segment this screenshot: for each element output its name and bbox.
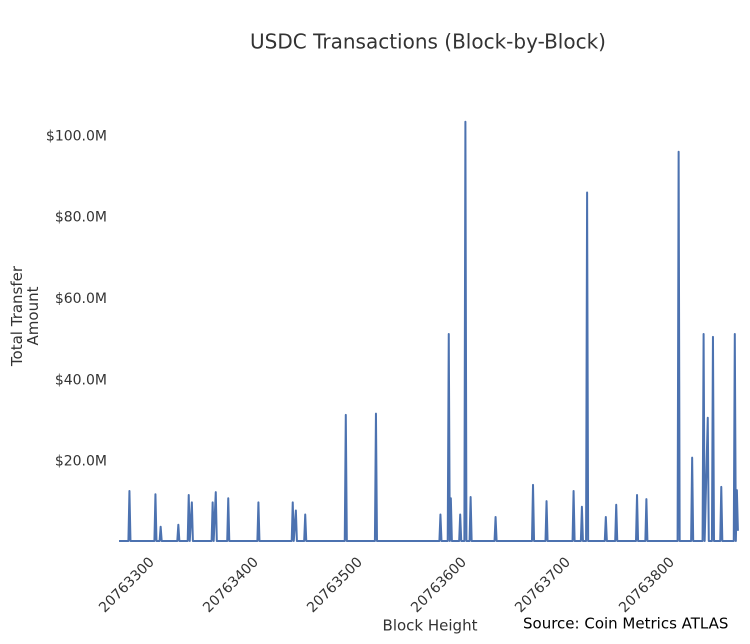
chart-title: USDC Transactions (Block-by-Block) [250,30,606,54]
y-tick-label: $80.0M [55,210,107,226]
data-line [119,120,739,542]
y-tick-label: $20.0M [55,454,107,470]
x-tick-label: 20763600 [408,554,470,616]
x-tick-label: 20763300 [96,554,158,616]
x-tick-label: 20763400 [200,554,262,616]
y-tick-label: $60.0M [55,291,107,307]
x-tick-label: 20763800 [616,554,678,616]
source-note: Source: Coin Metrics ATLAS [523,615,728,633]
x-axis-label: Block Height [383,617,478,635]
x-tick-label: 20763700 [512,554,574,616]
x-tick-label: 20763500 [304,554,366,616]
y-tick-label: $40.0M [55,372,107,388]
y-axis-label: Total Transfer Amount [8,265,42,367]
y-tick-label: $100.0M [46,128,107,144]
